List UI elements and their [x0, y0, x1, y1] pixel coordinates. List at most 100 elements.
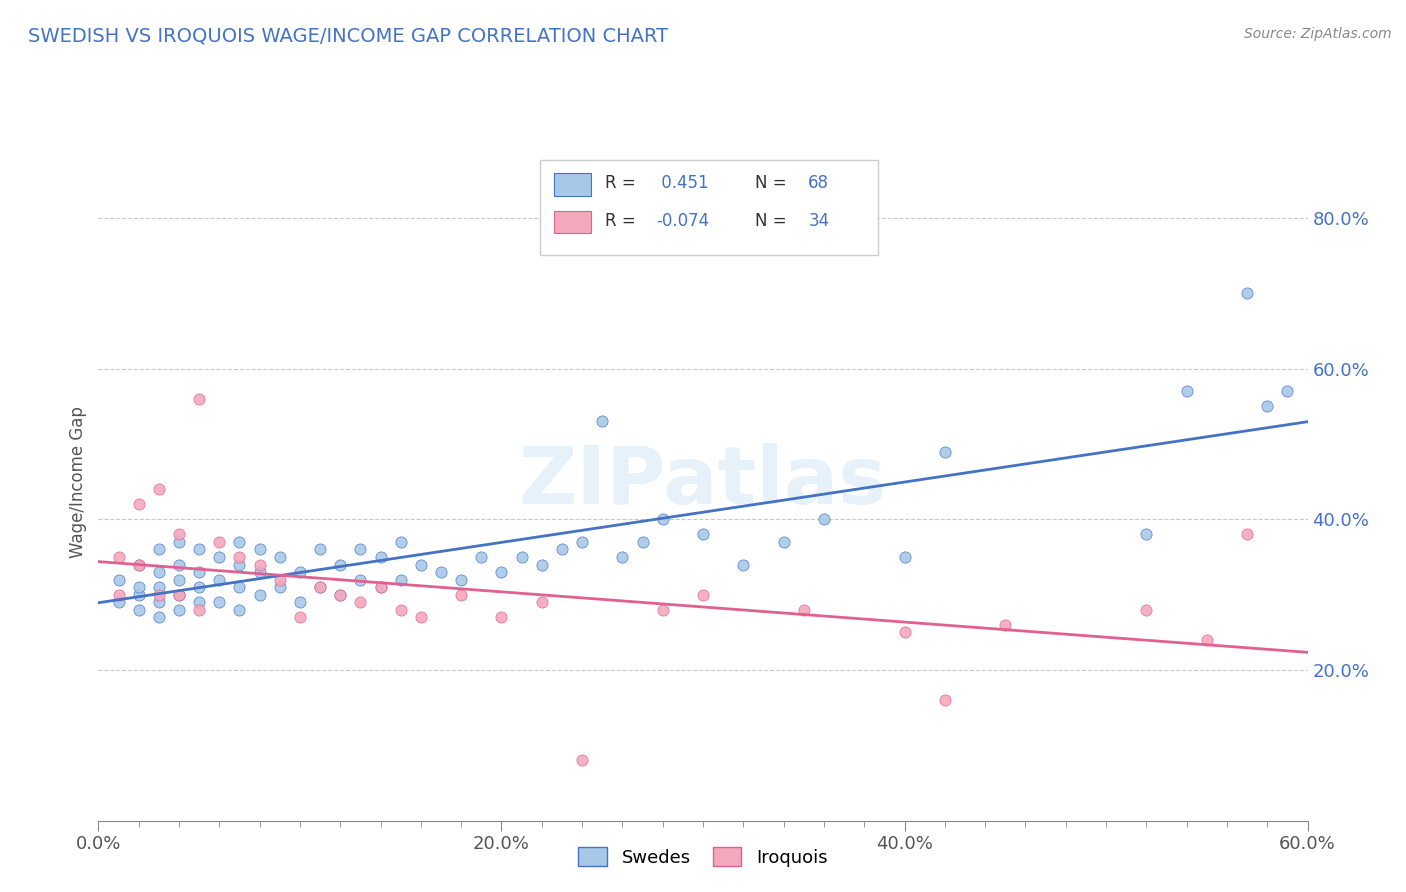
Point [188, 542, 211, 557]
Point [148, 595, 170, 609]
Point [370, 580, 392, 594]
Y-axis label: Wage/Income Gap: Wage/Income Gap [69, 406, 87, 558]
Point [349, 595, 371, 609]
Point [249, 542, 271, 557]
Point [228, 603, 250, 617]
Point [733, 558, 755, 572]
Point [389, 573, 412, 587]
Point [631, 535, 654, 549]
Point [228, 549, 250, 564]
Point [309, 580, 332, 594]
Text: N =: N = [755, 175, 792, 193]
Point [188, 392, 211, 406]
Point [349, 542, 371, 557]
Text: N =: N = [755, 211, 792, 229]
Text: 0.451: 0.451 [655, 175, 709, 193]
Point [772, 535, 794, 549]
Text: R =: R = [605, 175, 641, 193]
Point [128, 558, 150, 572]
Point [530, 595, 553, 609]
Point [370, 549, 392, 564]
Point [167, 588, 190, 602]
Point [208, 549, 231, 564]
Point [389, 535, 412, 549]
Point [1277, 384, 1299, 399]
Point [128, 588, 150, 602]
Point [128, 558, 150, 572]
Point [349, 573, 371, 587]
Point [893, 549, 915, 564]
Point [450, 588, 472, 602]
Text: R =: R = [605, 211, 641, 229]
Point [208, 573, 231, 587]
Point [128, 497, 150, 511]
Point [269, 573, 291, 587]
Point [934, 444, 956, 458]
Point [934, 693, 956, 707]
Point [269, 549, 291, 564]
Point [228, 558, 250, 572]
Point [1236, 286, 1258, 301]
Point [128, 603, 150, 617]
Point [288, 565, 311, 579]
Point [551, 542, 574, 557]
Point [288, 595, 311, 609]
Point [571, 535, 593, 549]
Point [208, 535, 231, 549]
Point [491, 565, 513, 579]
Point [167, 535, 190, 549]
Point [329, 558, 352, 572]
Point [148, 580, 170, 594]
Point [893, 625, 915, 640]
Point [612, 549, 634, 564]
Point [591, 414, 613, 428]
Point [208, 595, 231, 609]
Point [188, 595, 211, 609]
Point [249, 588, 271, 602]
Point [994, 617, 1017, 632]
Point [491, 610, 513, 624]
Point [470, 549, 492, 564]
Point [107, 549, 129, 564]
Legend: Swedes, Iroquois: Swedes, Iroquois [571, 840, 835, 874]
Point [148, 610, 170, 624]
Point [430, 565, 453, 579]
Point [107, 588, 129, 602]
Point [530, 558, 553, 572]
Point [269, 580, 291, 594]
Point [148, 542, 170, 557]
FancyBboxPatch shape [540, 160, 879, 254]
FancyBboxPatch shape [554, 211, 591, 233]
Point [249, 565, 271, 579]
Point [249, 558, 271, 572]
Point [107, 595, 129, 609]
Point [228, 535, 250, 549]
Point [288, 610, 311, 624]
Point [329, 588, 352, 602]
Point [1175, 384, 1198, 399]
Text: -0.074: -0.074 [655, 211, 709, 229]
Point [148, 565, 170, 579]
Text: 68: 68 [808, 175, 830, 193]
Point [389, 603, 412, 617]
Point [148, 482, 170, 496]
Point [409, 610, 432, 624]
Point [128, 580, 150, 594]
Point [692, 527, 714, 541]
Point [450, 573, 472, 587]
Point [651, 603, 673, 617]
Point [510, 549, 533, 564]
Point [1135, 603, 1157, 617]
Point [148, 588, 170, 602]
Point [228, 580, 250, 594]
Point [692, 588, 714, 602]
Point [167, 588, 190, 602]
Text: ZIPatlas: ZIPatlas [519, 442, 887, 521]
Point [188, 565, 211, 579]
Point [651, 512, 673, 526]
Point [107, 573, 129, 587]
Point [188, 603, 211, 617]
Point [1195, 632, 1218, 647]
Point [309, 580, 332, 594]
Point [813, 512, 835, 526]
